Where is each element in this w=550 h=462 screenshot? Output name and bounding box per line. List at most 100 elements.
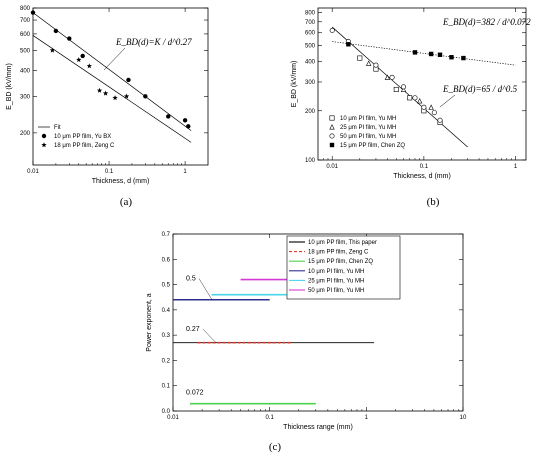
y-axis-label: E_BD (kV/mm) [291,61,298,108]
legend-label: 25 μm PI film, Yu MH [340,125,396,131]
data-point [416,97,423,104]
data-point [112,95,118,101]
y-axis-label: Power exponent, a [146,293,153,351]
x-axis-label: Thickness range (mm) [283,424,353,431]
y-tick-label: 400 [305,60,316,66]
data-point [49,47,56,53]
legend-label: 50 μm PI film, Yu MH [308,288,364,294]
fit-line [32,12,192,131]
data-point [76,57,82,63]
data-point [329,133,335,139]
y-tick-label: 600 [305,31,316,37]
legend-label: 10 μm PI film, Yu MH [340,116,396,122]
y-tick-label: 300 [20,94,31,100]
y-tick-label: 0.7 [162,232,171,238]
x-tick-label: 0.01 [27,169,39,175]
value-annotation: 0.27 [186,326,200,333]
y-tick-label: 500 [20,48,31,54]
plot-frame [317,7,527,161]
y-tick-label: 600 [20,32,31,38]
data-point [53,28,59,34]
y-tick-label: 800 [305,10,316,16]
plot-frame [32,7,209,166]
x-tick-label: 0.01 [326,164,338,170]
data-point [357,55,363,61]
value-annotation: 0.072 [186,389,204,396]
data-point [437,52,443,57]
x-tick-label: 0.01 [167,415,179,421]
legend-label: 10 μm PP film, Yu BX [54,134,111,140]
fit-line [32,35,192,143]
chart-c: 0.01 0.1 1 10 0.0 0.1 0.2 0.3 0.4 0.5 0.6 0.7 Thickn… [146,232,467,453]
data-point [428,104,434,110]
y-tick-label: 500 [305,44,316,50]
data-point [329,115,335,121]
y-tick-label: 400 [20,68,31,74]
data-point [346,42,351,47]
value-annotation: 0.5 [186,276,196,283]
y-tick-label: 200 [20,131,31,137]
data-point [329,27,335,33]
data-point [421,104,427,110]
fit-line [331,26,468,148]
x-tick-label: 0.1 [265,415,274,421]
data-point [449,55,454,60]
y-tick-label: 100 [305,158,316,164]
data-point [365,60,372,66]
x-tick-label: 1 [365,415,369,421]
legend-label: 10 μm PI film, Yu MH [308,269,364,275]
data-point [393,86,399,92]
data-point [126,77,131,83]
figure-caption: (a) [120,196,133,208]
data-point [67,36,72,41]
data-point [102,90,109,96]
data-point [373,62,379,68]
x-axis-label: Thickness, d (mm) [92,178,150,185]
data-point [329,142,335,148]
data-point [182,118,188,123]
legend-label: 10 μm PP film, This paper [308,240,377,246]
annotation-leader [198,278,213,300]
legend-label: Fit [54,125,61,131]
data-point [186,124,191,129]
data-point [461,55,466,61]
y-tick-label: 0.4 [162,308,171,314]
data-point [96,87,103,93]
figure-caption: (c) [269,441,282,453]
equation-annotation: E_BD(d)=65 / d^0.5 [442,84,518,94]
data-point [428,51,434,57]
legend-label: 25 μm PI film, Yu MH [308,278,364,284]
data-point [41,142,47,148]
legend-label: 15 μm PP film, Chen ZQ [340,143,405,149]
data-point [437,117,443,123]
legend-box [286,235,401,300]
y-tick-label: 0.3 [162,333,171,339]
data-point [407,95,413,101]
data-point [80,53,85,59]
y-tick-label: 0.6 [162,257,171,263]
x-tick-label: 1 [514,164,518,170]
annotation-arrow [103,47,126,71]
data-point [401,84,407,90]
figure-caption: (b) [427,196,440,208]
y-tick-label: 0.5 [162,283,171,289]
y-tick-label: 800 [20,6,31,12]
y-tick-label: 0.2 [162,358,171,364]
annotation-arrow [439,94,456,108]
data-point [412,50,418,55]
chart-b: 0.01 0.1 1 100 200 300 400 500 600 700 800 Thicknes… [291,7,531,208]
legend-label: 50 μm PI film, Yu MH [340,134,396,140]
data-point [431,110,437,116]
data-point [41,133,47,139]
plot-frame [172,233,464,412]
y-tick-label: 700 [305,20,316,26]
data-point [30,10,36,15]
legend-label: 18 μm PP film, Zeng C [308,250,369,256]
equation-annotation: E_BD(d)=382 / d^0.072 [442,17,531,27]
x-tick-label: 0.1 [105,169,114,175]
y-tick-label: 0.1 [162,384,171,390]
data-point [86,63,92,69]
y-tick-label: 0.0 [162,409,171,415]
data-point [384,74,391,80]
